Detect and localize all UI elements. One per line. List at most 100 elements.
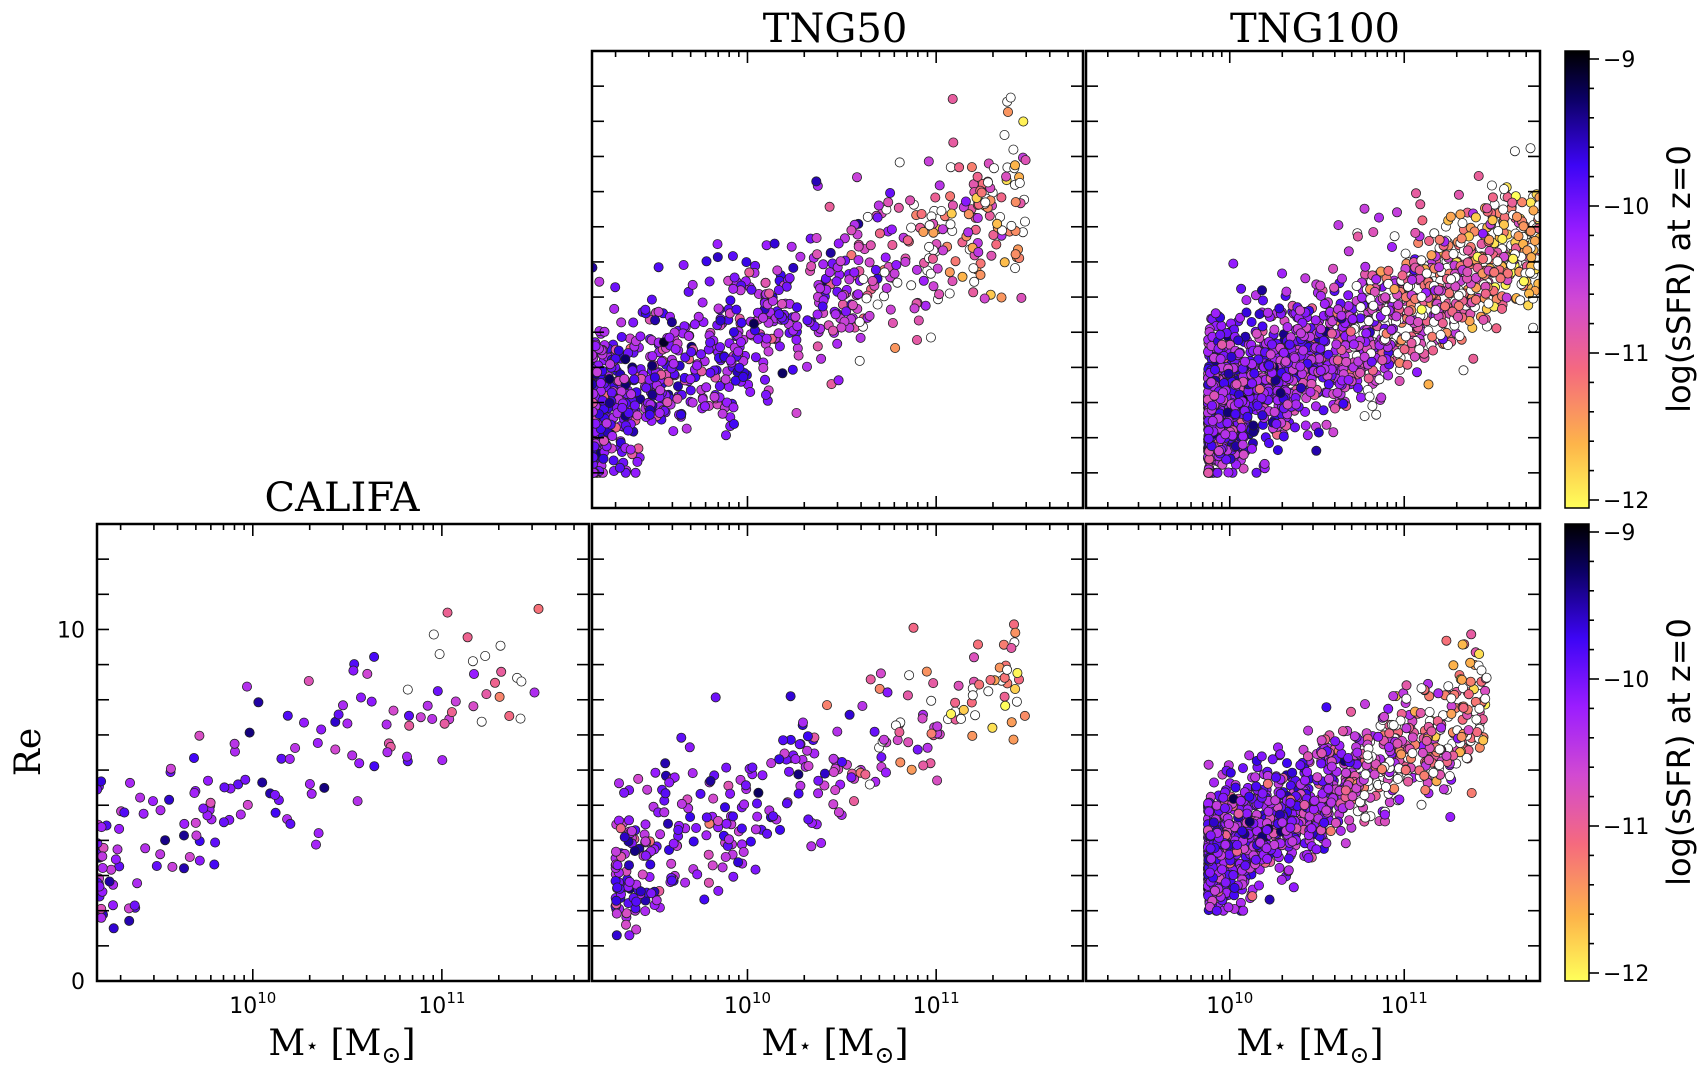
data-point [1284,339,1295,350]
data-point [818,259,829,270]
data-point [1008,734,1019,745]
data-point [1238,449,1249,460]
data-point [1343,246,1354,257]
data-point [1476,665,1487,676]
data-point [1426,250,1437,261]
data-point [629,400,640,411]
data-point [1499,184,1510,195]
data-point [837,757,848,768]
data-point [1208,817,1219,828]
data-point [1407,732,1418,743]
x-tick-label: 1010 [229,989,276,1019]
data-point [1502,268,1513,279]
data-point [1220,429,1231,440]
data-point [630,467,641,478]
data-point [1000,700,1011,711]
data-point [1326,797,1337,808]
data-point [946,208,957,219]
data-point [613,345,624,356]
data-point [852,172,863,183]
data-point [611,846,622,857]
data-point [612,860,623,871]
data-point [1396,749,1407,760]
data-point [725,788,736,799]
data-point [1319,298,1330,309]
data-point [1242,411,1253,422]
data-point [833,238,844,249]
data-point [760,277,771,288]
colorbar-top: −9 −10 −11 −12 [1564,48,1649,514]
data-point [298,717,309,728]
data-point [1337,273,1348,284]
data-point [614,778,625,789]
data-point [619,787,630,798]
data-point [647,351,658,362]
data-point [1295,305,1306,316]
data-point [1303,751,1314,762]
data-point [1453,189,1464,200]
data-point [970,710,981,721]
data-point [621,908,632,919]
data-point [870,264,881,275]
data-point [1246,316,1257,327]
data-point [1499,219,1510,230]
data-point [926,695,937,706]
data-point [791,407,802,418]
data-point [1368,227,1379,238]
data-point [969,652,980,663]
data-point [1276,874,1287,885]
data-point [1457,639,1468,650]
data-point [1237,439,1248,450]
data-point [1383,703,1394,714]
colorbar-tick-label: −11 [1603,342,1649,367]
data-point [1247,378,1258,389]
data-point [1426,726,1437,737]
data-point [1254,309,1265,320]
data-point [1384,742,1395,753]
data-point [849,267,860,278]
data-point [219,782,230,793]
data-point [1229,882,1240,893]
data-point [647,360,658,371]
data-point [986,250,997,261]
data-point [631,896,642,907]
data-point [189,788,200,799]
data-point [947,276,958,287]
data-point [284,754,295,765]
data-point [1528,322,1539,333]
data-point [626,389,637,400]
data-point [774,754,785,765]
data-point [1236,422,1247,433]
data-point [950,256,961,267]
data-point [934,180,945,191]
data-point [864,257,875,268]
data-point [1486,180,1497,191]
data-point [428,629,439,640]
data-point [890,342,901,353]
data-point [1230,409,1241,420]
data-point [611,908,622,919]
data-point [712,239,723,250]
data-point [1478,314,1489,325]
data-point [659,807,670,818]
x-tick-label: 1011 [418,989,465,1019]
data-point [515,713,526,724]
data-point [1006,220,1017,231]
data-point [750,352,761,363]
data-point [1221,454,1232,465]
data-point [1285,797,1296,808]
data-point [938,245,949,256]
data-point [689,319,700,330]
data-point [1217,864,1228,875]
data-point [184,852,195,863]
data-point [640,836,651,847]
data-point [975,269,986,280]
data-point [1019,710,1030,721]
colorbar-tick-label: −11 [1603,815,1649,840]
data-point [403,710,414,721]
data-point [1213,446,1224,457]
data-point [1315,343,1326,354]
data-point [1008,144,1019,155]
data-point [646,888,657,899]
data-point [905,195,916,206]
